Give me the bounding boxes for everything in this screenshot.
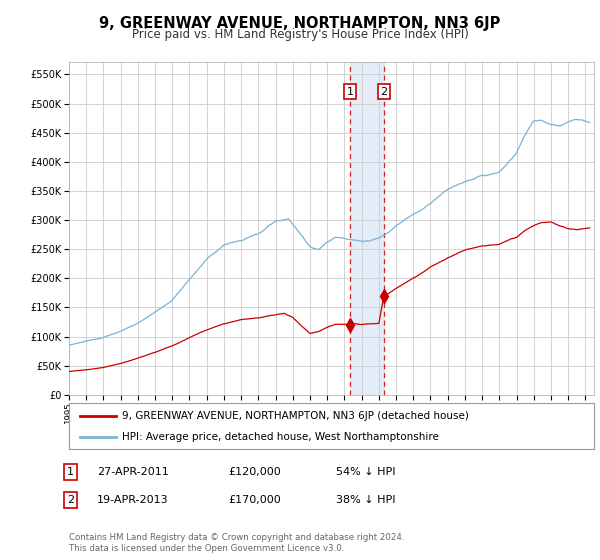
Text: 54% ↓ HPI: 54% ↓ HPI [336, 467, 395, 477]
Text: HPI: Average price, detached house, West Northamptonshire: HPI: Average price, detached house, West… [121, 432, 439, 442]
Text: 1: 1 [346, 87, 353, 96]
Text: 1: 1 [67, 467, 74, 477]
Text: 2: 2 [67, 495, 74, 505]
Text: Contains HM Land Registry data © Crown copyright and database right 2024.
This d: Contains HM Land Registry data © Crown c… [69, 533, 404, 553]
Text: 9, GREENWAY AVENUE, NORTHAMPTON, NN3 6JP: 9, GREENWAY AVENUE, NORTHAMPTON, NN3 6JP [100, 16, 500, 31]
Text: 2: 2 [380, 87, 388, 96]
Text: Price paid vs. HM Land Registry's House Price Index (HPI): Price paid vs. HM Land Registry's House … [131, 28, 469, 41]
Text: 27-APR-2011: 27-APR-2011 [97, 467, 169, 477]
Text: 38% ↓ HPI: 38% ↓ HPI [336, 495, 395, 505]
Text: 19-APR-2013: 19-APR-2013 [97, 495, 169, 505]
Text: £170,000: £170,000 [228, 495, 281, 505]
Text: 9, GREENWAY AVENUE, NORTHAMPTON, NN3 6JP (detached house): 9, GREENWAY AVENUE, NORTHAMPTON, NN3 6JP… [121, 410, 469, 421]
Text: £120,000: £120,000 [228, 467, 281, 477]
Bar [350, 62, 384, 395]
